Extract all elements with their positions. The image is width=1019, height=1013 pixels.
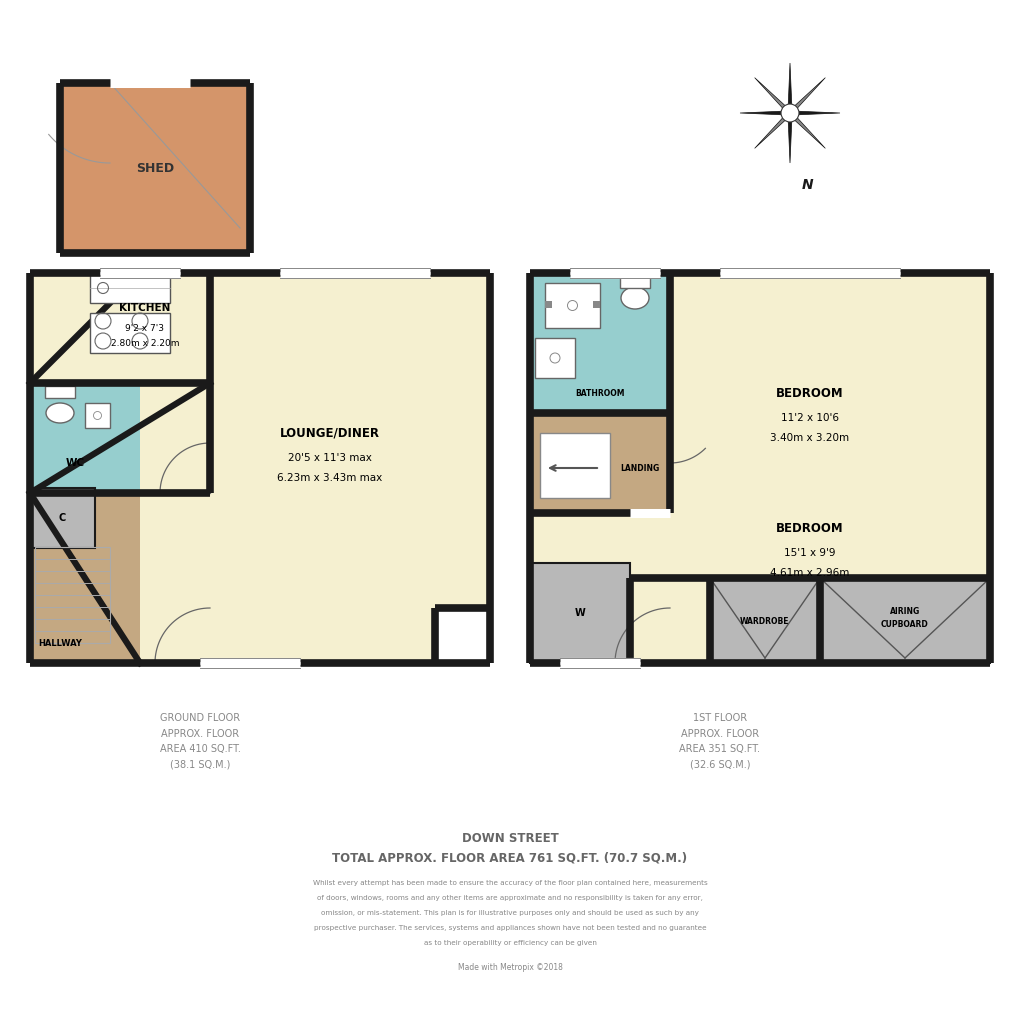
Polygon shape <box>790 78 824 113</box>
Text: 15'1 x 9'9: 15'1 x 9'9 <box>784 548 835 558</box>
Bar <box>30 272 210 383</box>
Text: as to their operability or efficiency can be given: as to their operability or efficiency ca… <box>423 940 596 946</box>
Polygon shape <box>790 111 840 114</box>
Ellipse shape <box>46 403 74 423</box>
Text: BEDROOM: BEDROOM <box>775 387 843 399</box>
Text: W: W <box>574 608 585 618</box>
Text: LOUNGE/DINER: LOUNGE/DINER <box>280 426 380 440</box>
Text: 6.23m x 3.43m max: 6.23m x 3.43m max <box>277 473 382 483</box>
Text: omission, or mis-statement. This plan is for illustrative purposes only and shou: omission, or mis-statement. This plan is… <box>321 910 698 916</box>
Polygon shape <box>790 113 824 148</box>
Text: WARDROBE: WARDROBE <box>740 617 789 625</box>
Polygon shape <box>754 113 790 148</box>
Text: C: C <box>59 513 66 523</box>
Text: TOTAL APPROX. FLOOR AREA 761 SQ.FT. (70.7 SQ.M.): TOTAL APPROX. FLOOR AREA 761 SQ.FT. (70.… <box>332 852 687 864</box>
Bar <box>35 547 110 643</box>
Bar <box>819 578 989 663</box>
Text: GROUND FLOOR
APPROX. FLOOR
AREA 410 SQ.FT.
(38.1 SQ.M.): GROUND FLOOR APPROX. FLOOR AREA 410 SQ.F… <box>159 713 240 770</box>
Text: WC: WC <box>65 458 85 468</box>
Text: SHED: SHED <box>136 161 174 174</box>
Polygon shape <box>788 63 791 113</box>
Bar <box>90 272 170 303</box>
Bar <box>530 272 669 413</box>
Polygon shape <box>788 113 791 163</box>
Polygon shape <box>739 111 790 114</box>
Text: BATHROOM: BATHROOM <box>575 389 624 397</box>
Bar <box>30 272 489 663</box>
Text: BEDROOM: BEDROOM <box>775 522 843 535</box>
Text: of doors, windows, rooms and any other items are approximate and no responsibili: of doors, windows, rooms and any other i… <box>317 895 702 901</box>
Bar <box>539 433 609 498</box>
Bar <box>30 493 140 663</box>
Text: 1ST FLOOR
APPROX. FLOOR
AREA 351 SQ.FT.
(32.6 SQ.M.): 1ST FLOOR APPROX. FLOOR AREA 351 SQ.FT. … <box>679 713 760 770</box>
Text: DOWN STREET: DOWN STREET <box>462 832 557 845</box>
Bar <box>530 563 630 663</box>
Ellipse shape <box>621 287 648 309</box>
Circle shape <box>781 104 798 122</box>
Text: Whilst every attempt has been made to ensure the accuracy of the floor plan cont: Whilst every attempt has been made to en… <box>312 880 707 886</box>
Text: N: N <box>801 178 813 192</box>
Bar <box>434 608 494 663</box>
Text: AIRING
CUPBOARD: AIRING CUPBOARD <box>880 607 928 629</box>
Bar <box>90 313 170 353</box>
Text: HALLWAY: HALLWAY <box>38 638 82 647</box>
Text: 9'2 x 7'3: 9'2 x 7'3 <box>125 323 164 332</box>
Bar <box>592 301 599 308</box>
Text: 2.80m x 2.20m: 2.80m x 2.20m <box>111 338 179 347</box>
Bar <box>530 413 669 513</box>
Bar <box>535 338 575 378</box>
Bar <box>60 83 250 253</box>
Bar <box>544 283 599 328</box>
Bar <box>30 488 95 548</box>
Bar <box>85 403 110 428</box>
Text: 20'5 x 11'3 max: 20'5 x 11'3 max <box>287 453 372 463</box>
Bar <box>544 301 551 308</box>
Text: Made with Metropix ©2018: Made with Metropix ©2018 <box>458 963 561 972</box>
Text: KITCHEN: KITCHEN <box>119 303 170 313</box>
Text: LANDING: LANDING <box>620 464 658 472</box>
Bar <box>620 276 649 288</box>
Text: prospective purchaser. The services, systems and appliances shown have not been : prospective purchaser. The services, sys… <box>314 925 705 931</box>
Bar <box>30 383 140 493</box>
Text: 3.40m x 3.20m: 3.40m x 3.20m <box>769 433 849 443</box>
Bar <box>530 272 989 663</box>
Text: 11'2 x 10'6: 11'2 x 10'6 <box>781 413 839 423</box>
Bar <box>45 386 75 398</box>
Text: 4.61m x 2.96m: 4.61m x 2.96m <box>769 568 849 578</box>
Polygon shape <box>754 78 790 113</box>
Bar <box>709 578 819 663</box>
